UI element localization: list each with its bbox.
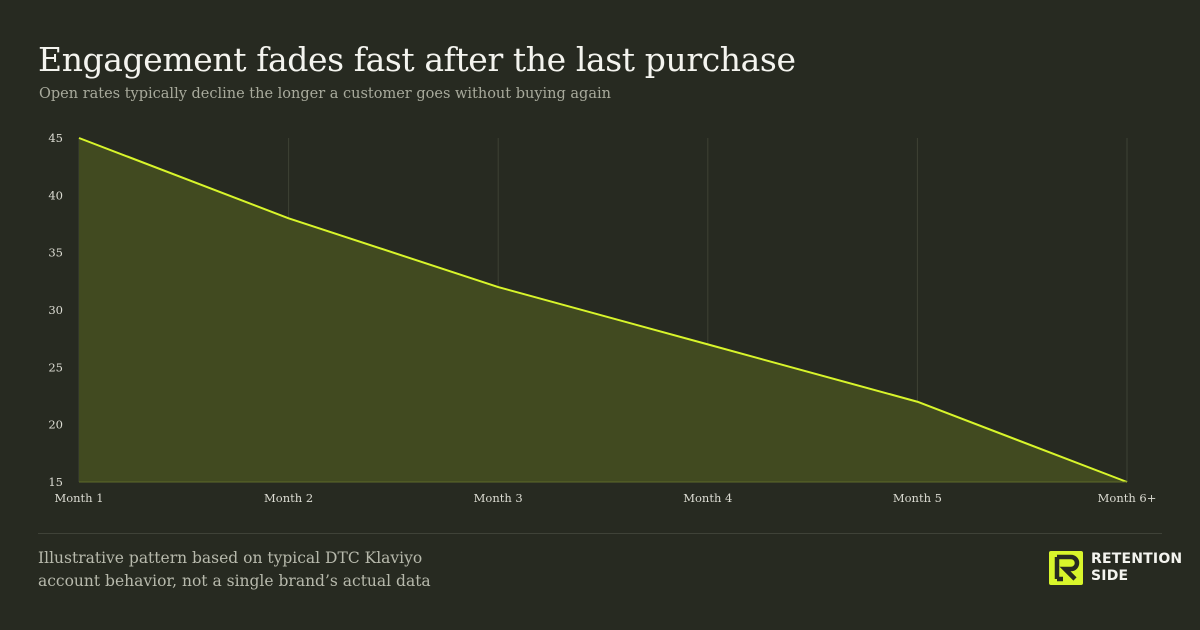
- y-tick-label: 30: [48, 303, 63, 317]
- logo-line-2: SIDE: [1091, 568, 1129, 584]
- x-tick-label: Month 3: [474, 491, 523, 505]
- y-tick-label: 15: [48, 475, 63, 489]
- y-tick-label: 25: [48, 360, 63, 374]
- x-tick-label: Month 1: [54, 491, 103, 505]
- series-line: [78, 137, 1128, 483]
- x-tick-label: Month 4: [683, 491, 732, 505]
- y-axis-ticks: 15 20 25 30 35 40 45: [48, 131, 63, 489]
- footnote: Illustrative pattern based on typical DT…: [38, 547, 431, 593]
- retention-side-logo-icon: [1049, 551, 1083, 585]
- footnote-line-1: Illustrative pattern based on typical DT…: [38, 549, 423, 567]
- area-fill: [79, 138, 1127, 482]
- x-tick-label: Month 6+: [1098, 491, 1157, 505]
- y-tick-label: 45: [48, 131, 63, 145]
- y-tick-label: 40: [48, 188, 63, 202]
- footer-divider: [38, 533, 1162, 534]
- x-tick-label: Month 5: [893, 491, 942, 505]
- x-axis-ticks: Month 1 Month 2 Month 3 Month 4 Month 5 Month…: [54, 491, 1156, 505]
- y-tick-label: 35: [48, 246, 63, 260]
- y-tick-label: 20: [48, 418, 63, 432]
- area-series: [78, 137, 1128, 483]
- logo-line-1: RETENTION: [1091, 551, 1183, 567]
- logo-wordmark: RETENTION SIDE: [1091, 551, 1182, 585]
- chart-subtitle: Open rates typically decline the longer …: [39, 86, 611, 102]
- x-tick-label: Month 2: [264, 491, 313, 505]
- brand-logo: RETENTION SIDE: [1049, 551, 1182, 585]
- chart-title: Engagement fades fast after the last pur…: [38, 40, 796, 79]
- footnote-line-2: account behavior, not a single brand’s a…: [38, 572, 431, 590]
